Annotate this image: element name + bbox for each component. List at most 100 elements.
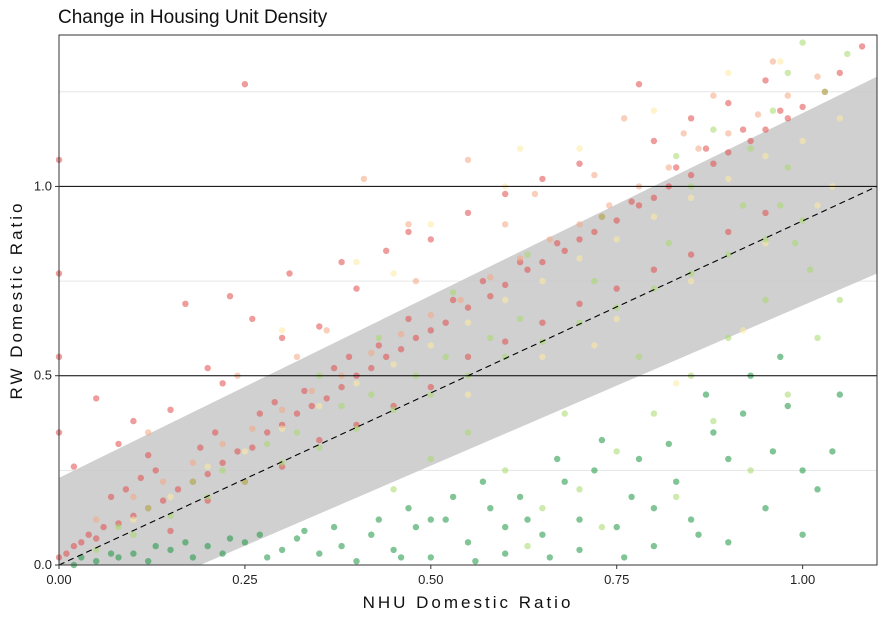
data-point (524, 251, 531, 258)
data-point (330, 364, 338, 372)
data-point (739, 410, 747, 417)
data-point (799, 531, 806, 538)
data-point (167, 406, 174, 413)
data-point (591, 277, 598, 285)
data-point (673, 380, 680, 387)
data-point (301, 387, 308, 395)
data-point (412, 523, 420, 531)
data-point (858, 43, 866, 50)
data-point (130, 550, 137, 557)
data-point (576, 145, 583, 152)
data-point (293, 429, 301, 436)
data-point (137, 474, 144, 482)
data-point (725, 99, 732, 107)
data-point (130, 493, 137, 501)
data-point (561, 478, 568, 485)
data-point (725, 149, 732, 156)
data-point (487, 505, 494, 512)
data-point (502, 281, 509, 289)
data-point (182, 300, 189, 307)
data-point (576, 546, 583, 554)
data-point (710, 160, 717, 167)
data-point (576, 300, 583, 307)
data-point (591, 342, 598, 349)
data-point (219, 459, 226, 466)
data-point (747, 137, 754, 145)
data-point (405, 221, 412, 228)
data-point (799, 137, 806, 145)
data-point (204, 364, 211, 372)
data-point (747, 467, 754, 474)
data-point (107, 493, 115, 501)
data-point (710, 429, 717, 436)
data-point (687, 251, 695, 258)
data-point (353, 380, 360, 387)
data-point (360, 175, 368, 183)
data-point (680, 130, 687, 137)
data-point (769, 58, 777, 65)
data-point (375, 516, 382, 523)
data-point (93, 546, 100, 554)
data-point (769, 448, 777, 455)
data-point (353, 425, 360, 432)
data-point (516, 493, 524, 501)
y-tick-label: 0.0 (34, 557, 52, 572)
data-point (457, 296, 464, 304)
data-point (427, 391, 434, 398)
data-point (784, 92, 791, 99)
data-point (591, 228, 598, 236)
data-point (687, 171, 695, 179)
data-point (278, 546, 286, 554)
data-point (799, 103, 806, 111)
data-point (93, 535, 100, 542)
chart-title: Change in Housing Unit Density (58, 7, 328, 28)
data-point (777, 58, 784, 65)
data-point (316, 444, 323, 451)
data-point (412, 277, 420, 285)
data-point (524, 266, 531, 273)
data-point (836, 296, 843, 304)
reference-line-layer (58, 185, 878, 566)
data-point (464, 304, 472, 311)
data-point (241, 539, 249, 546)
data-point (338, 383, 345, 391)
data-point (427, 455, 434, 463)
data-point (256, 531, 263, 538)
data-point (464, 353, 472, 360)
data-point (576, 160, 583, 167)
data-point (687, 194, 695, 201)
data-point (100, 523, 107, 531)
point-layer (55, 39, 866, 569)
data-point (390, 361, 397, 368)
data-point (368, 349, 375, 357)
plot-frame (58, 34, 878, 566)
data-point (427, 311, 434, 319)
data-point (107, 550, 115, 557)
data-point (725, 228, 732, 236)
data-point (93, 558, 100, 565)
data-point (115, 554, 122, 561)
data-point (197, 444, 204, 451)
data-point (487, 274, 494, 281)
data-point (628, 493, 635, 501)
data-point (353, 285, 360, 292)
data-point (130, 516, 137, 523)
data-point (241, 448, 249, 455)
data-point (613, 523, 620, 531)
data-point (799, 467, 806, 474)
data-point (635, 455, 643, 463)
data-point (204, 463, 211, 470)
x-tick-label: 1.00 (790, 572, 815, 587)
data-point (725, 69, 732, 77)
data-point (427, 236, 434, 243)
data-point (189, 554, 197, 561)
data-point (442, 319, 449, 326)
data-point (524, 516, 531, 523)
x-tick-label: 0.00 (46, 572, 71, 587)
data-point (226, 293, 234, 300)
data-point (308, 402, 315, 410)
data-point (316, 550, 323, 557)
data-point (844, 50, 851, 58)
data-point (338, 402, 345, 410)
data-point (390, 270, 397, 277)
